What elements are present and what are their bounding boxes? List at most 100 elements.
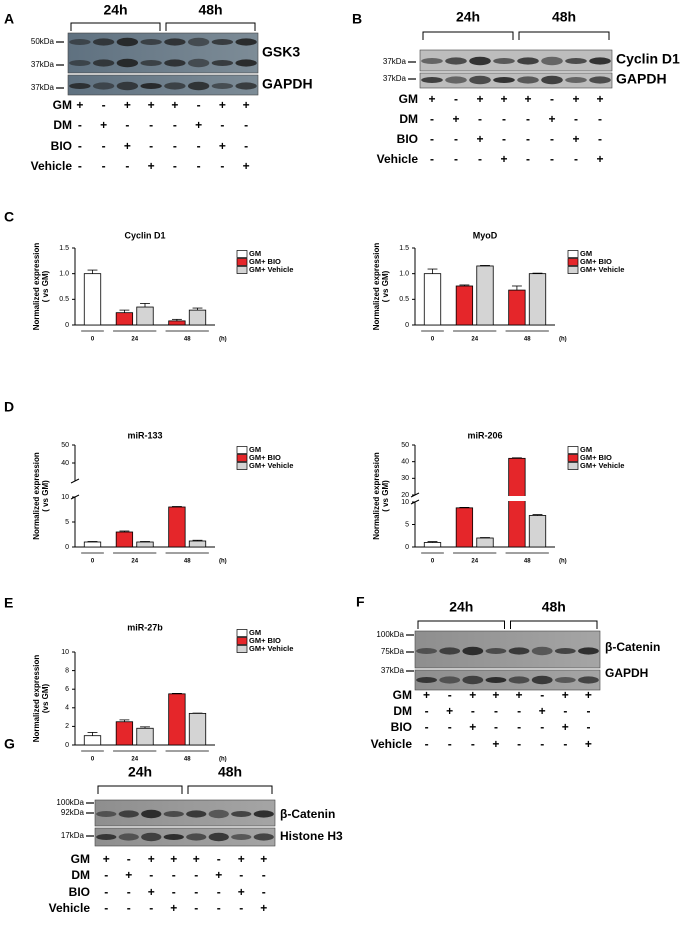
- legend-label: GM+ Vehicle: [249, 461, 293, 470]
- bar: [476, 265, 494, 326]
- x-tick-label: 24: [131, 337, 138, 343]
- blot-band: [508, 676, 530, 684]
- legend-label: GM+ BIO: [580, 257, 612, 266]
- treatment-label: BIO: [51, 139, 72, 153]
- treatment-sign: -: [586, 704, 590, 718]
- treatment-sign: +: [539, 704, 546, 718]
- blot-band: [578, 647, 599, 655]
- treatment-sign: +: [446, 704, 453, 718]
- bracket: [417, 620, 505, 629]
- x-unit: (h): [559, 559, 567, 565]
- x-tick-label: 0: [431, 559, 435, 565]
- protein-label: Histone H3: [280, 829, 343, 843]
- treatment-sign: +: [219, 139, 226, 153]
- treatment-label: Vehicle: [49, 901, 91, 915]
- treatment-sign: -: [454, 152, 458, 166]
- legend-swatch: [236, 645, 248, 653]
- legend-swatch: [236, 462, 248, 470]
- treatment-sign: +: [219, 98, 226, 112]
- treatment-sign: -: [494, 704, 498, 718]
- legend-label: GM: [249, 445, 261, 454]
- treatment-sign: -: [125, 118, 129, 132]
- blot-strip: [67, 74, 259, 96]
- treatment-sign: +: [125, 868, 132, 882]
- bar: [136, 541, 154, 548]
- bracket: [70, 22, 161, 31]
- bar: [168, 693, 186, 746]
- treatment-sign: -: [78, 118, 82, 132]
- blot-band: [96, 811, 117, 817]
- treatment-sign: +: [243, 98, 250, 112]
- x-tick-label: 0: [91, 337, 95, 343]
- treatment-label: GM: [71, 852, 90, 866]
- treatment-sign: -: [102, 159, 106, 173]
- blot-band: [589, 57, 611, 65]
- y-tick-label: 4: [65, 705, 69, 712]
- treatment-sign: -: [517, 704, 521, 718]
- blot-band: [118, 810, 139, 818]
- treatment-sign: -: [540, 720, 544, 734]
- y-axis-label: Normalized expression: [32, 655, 41, 743]
- treatment-sign: +: [562, 688, 569, 702]
- treatment-sign: -: [550, 152, 554, 166]
- treatment-sign: -: [430, 132, 434, 146]
- blot-band: [517, 76, 539, 84]
- size-marker: 92kDa: [61, 808, 85, 817]
- treatment-sign: -: [78, 159, 82, 173]
- treatment-sign: +: [170, 901, 177, 915]
- blot-band: [92, 38, 115, 46]
- treatment-sign: -: [540, 688, 544, 702]
- legend-swatch: [567, 446, 579, 454]
- blot-band: [531, 675, 553, 685]
- bracket: [187, 785, 273, 794]
- bracket: [422, 31, 514, 40]
- size-marker: 17kDa: [61, 831, 85, 840]
- blot-band: [231, 811, 252, 817]
- treatment-sign: +: [195, 118, 202, 132]
- treatment-sign: +: [596, 92, 603, 106]
- blot-band: [485, 677, 507, 683]
- y-tick-label: 1.5: [399, 245, 409, 252]
- y-axis-label: ( vs GM): [41, 480, 50, 512]
- blot-band: [231, 834, 252, 840]
- bar: [508, 289, 526, 326]
- treatment-sign: -: [197, 98, 201, 112]
- treatment-sign: +: [215, 868, 222, 882]
- y-tick-label: 0: [65, 742, 69, 749]
- legend-swatch: [236, 266, 248, 274]
- treatment-sign: -: [586, 720, 590, 734]
- treatment-sign: +: [193, 852, 200, 866]
- blot-strip: [419, 49, 613, 72]
- y-tick-label: 0: [405, 322, 409, 329]
- x-unit: (h): [219, 337, 227, 343]
- y-tick-label: 40: [401, 459, 409, 466]
- chart-title: Cyclin D1: [124, 230, 165, 240]
- treatment-sign: -: [526, 132, 530, 146]
- treatment-sign: +: [124, 139, 131, 153]
- bar: [455, 507, 474, 548]
- treatment-label: GM: [399, 92, 418, 106]
- treatment-sign: -: [471, 737, 475, 751]
- treatment-label: DM: [71, 868, 90, 882]
- blot-band: [116, 81, 139, 91]
- x-tick-label: 0: [91, 559, 95, 565]
- blot-band: [186, 833, 207, 841]
- panel-letter: G: [4, 736, 15, 752]
- legend-swatch: [236, 629, 248, 637]
- treatment-sign: -: [574, 112, 578, 126]
- legend-swatch: [567, 266, 579, 274]
- x-tick-label: 0: [431, 337, 435, 343]
- treatment-sign: -: [149, 901, 153, 915]
- treatment-sign: -: [574, 152, 578, 166]
- y-tick-label: 50: [61, 442, 69, 449]
- x-tick-label: 48: [524, 559, 531, 565]
- treatment-sign: +: [171, 98, 178, 112]
- blot-band: [469, 75, 491, 85]
- bar: [115, 531, 134, 548]
- blot-band: [421, 77, 443, 83]
- blot-strip: [94, 827, 276, 847]
- bar: [528, 515, 547, 548]
- protein-label: GSK3: [262, 44, 300, 60]
- protein-label: β-Catenin: [605, 640, 660, 654]
- blot-band: [92, 82, 115, 90]
